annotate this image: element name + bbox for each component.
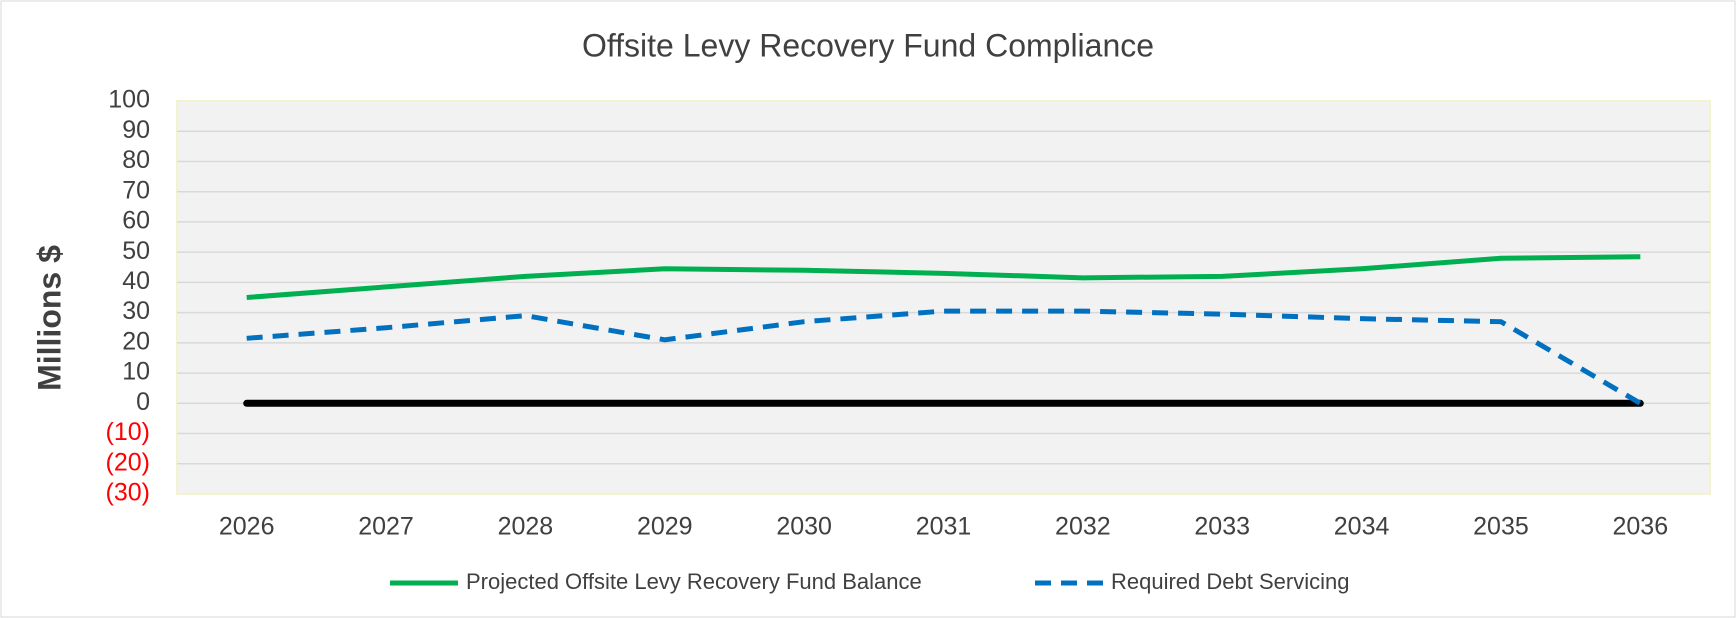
y-tick-label: 60: [122, 207, 150, 235]
x-tick-label: 2036: [1613, 513, 1669, 541]
legend-label: Projected Offsite Levy Recovery Fund Bal…: [466, 569, 922, 594]
x-tick-label: 2035: [1473, 513, 1529, 541]
x-tick-label: 2033: [1194, 513, 1250, 541]
y-tick-label: (20): [106, 448, 150, 476]
x-tick-label: 2032: [1055, 513, 1111, 541]
y-tick-label: (30): [106, 479, 150, 507]
chart-title: Offsite Levy Recovery Fund Compliance: [582, 27, 1154, 63]
x-tick-label: 2027: [358, 513, 414, 541]
series-line: [246, 254, 1641, 300]
y-tick-label: (10): [106, 418, 150, 446]
y-tick-label: 30: [122, 297, 150, 325]
y-tick-label: 0: [136, 388, 150, 416]
y-tick-label: 10: [122, 358, 150, 386]
y-tick-label: 50: [122, 237, 150, 265]
y-tick-label: 70: [122, 176, 150, 204]
x-tick-label: 2031: [916, 513, 972, 541]
y-axis-label: Millions $: [31, 245, 67, 391]
x-tick-label: 2028: [498, 513, 554, 541]
y-tick-label: 80: [122, 146, 150, 174]
y-tick-label: 100: [108, 86, 150, 114]
y-tick-label: 40: [122, 267, 150, 295]
y-tick-label: 20: [122, 327, 150, 355]
x-tick-label: 2034: [1334, 513, 1390, 541]
x-tick-label: 2029: [637, 513, 693, 541]
legend-label: Required Debt Servicing: [1111, 569, 1349, 594]
y-tick-label: 90: [122, 116, 150, 144]
x-tick-label: 2030: [776, 513, 832, 541]
plot-area: [176, 100, 1711, 495]
x-tick-label: 2026: [219, 513, 275, 541]
